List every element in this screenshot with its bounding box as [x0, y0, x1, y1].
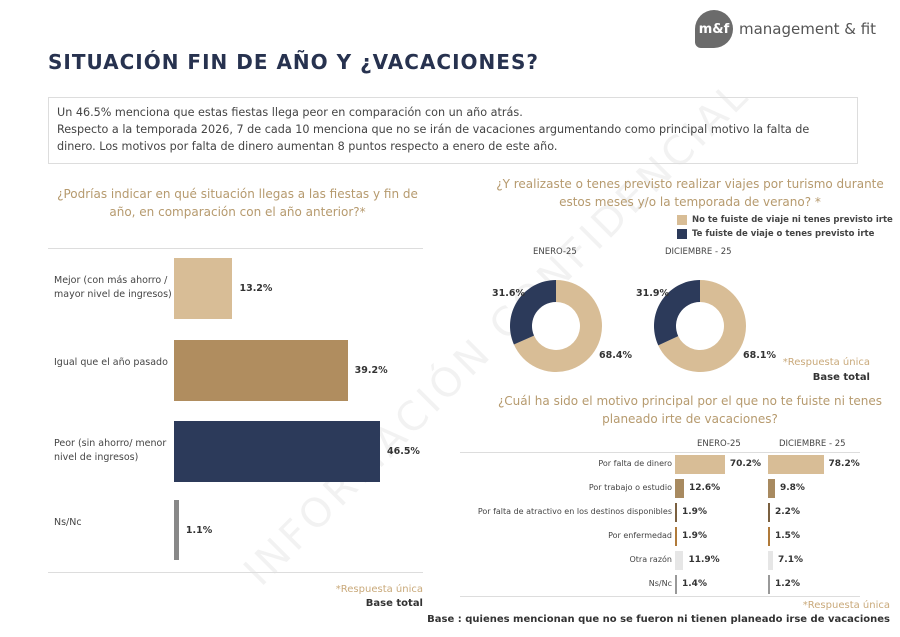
data-label: 2.2% — [775, 507, 800, 517]
col-header-diciembre: DICIEMBRE - 25 — [779, 439, 846, 449]
legend-swatch — [677, 215, 687, 225]
donut-value-label: 31.6% — [492, 288, 525, 299]
category-label: Peor (sin ahorro/ menor nivel de ingreso… — [54, 438, 167, 463]
left-note: *Respuesta única — [335, 584, 423, 595]
reasons-base: Base : quienes mencionan que no se fuero… — [427, 614, 890, 625]
category-label: Mejor (con más ahorro / mayor nivel de i… — [54, 275, 172, 300]
donut-value-label: 31.9% — [636, 288, 669, 299]
category-label: Por falta de atractivo en los destinos d… — [477, 507, 672, 516]
reasons-chart-title: ¿Cuál ha sido el motivo principal por el… — [497, 394, 883, 426]
data-label: 46.5% — [386, 446, 420, 457]
category-label: Ns/Nc — [648, 579, 672, 588]
legend-item: No te fuiste de viaje ni tenes previsto … — [677, 215, 893, 225]
bar — [675, 455, 725, 474]
data-label: 12.6% — [688, 483, 721, 493]
logo-text: management & fit — [739, 20, 877, 38]
bar — [675, 503, 677, 522]
logo: m&f management & fit — [695, 10, 876, 48]
donut-value-label: 68.1% — [743, 350, 776, 361]
data-label: 7.1% — [778, 555, 803, 565]
summary-line-2: Respecto a la temporada 2026, 7 de cada … — [57, 123, 810, 153]
donut-base: Base total — [812, 372, 870, 383]
bar — [675, 527, 677, 546]
data-label: 13.2% — [239, 283, 273, 294]
category-label: Por trabajo o estudio — [588, 483, 672, 492]
data-label: 70.2% — [729, 459, 762, 469]
bar — [768, 503, 770, 522]
legend-item: Te fuiste de viaje o tenes previsto irte — [677, 229, 893, 239]
bar — [174, 258, 233, 319]
donut-slice — [658, 280, 746, 372]
category-label: Por falta de dinero — [598, 459, 672, 468]
donut-charts — [510, 280, 746, 372]
bar — [768, 479, 775, 498]
donut-chart-title: ¿Y realizaste o tenes previsto realizar … — [496, 177, 884, 209]
divider — [48, 248, 423, 249]
donut-slice — [513, 280, 602, 372]
bar — [768, 455, 824, 474]
bar — [174, 500, 179, 560]
donut-slice — [510, 280, 556, 345]
data-label: 78.2% — [828, 459, 860, 469]
data-label: 39.2% — [354, 365, 388, 376]
data-label: 11.9% — [688, 555, 720, 565]
reasons-note: *Respuesta única — [802, 600, 890, 611]
bar — [768, 527, 770, 546]
data-label: 1.4% — [682, 579, 707, 589]
donut-slice — [654, 280, 700, 346]
category-label: Otra razón — [629, 555, 672, 564]
legend-swatch — [677, 229, 687, 239]
col-header-enero: ENERO-25 — [697, 439, 741, 449]
bar — [768, 575, 770, 594]
summary-box: Un 46.5% menciona que estas fiestas lleg… — [48, 97, 858, 164]
divider — [48, 572, 423, 573]
left-base: Base total — [365, 598, 423, 609]
donut-value-label: 68.4% — [599, 350, 632, 361]
legend-label: No te fuiste de viaje ni tenes previsto … — [692, 215, 893, 225]
donut-label-enero: ENERO-25 — [533, 247, 577, 257]
category-label: Ns/Nc — [54, 517, 82, 528]
category-label: Igual que el año pasado — [54, 357, 168, 368]
data-label: 1.2% — [775, 579, 800, 589]
data-label: 9.8% — [779, 483, 805, 493]
data-label: 1.9% — [682, 507, 707, 517]
data-label: 1.9% — [682, 531, 707, 541]
divider — [460, 596, 860, 597]
category-label: Por enfermedad — [608, 531, 672, 540]
bar — [675, 479, 684, 498]
donut-label-diciembre: DICIEMBRE - 25 — [665, 247, 732, 257]
bar — [174, 421, 380, 482]
left-chart-title: ¿Podrías indicar en qué situación llegas… — [57, 187, 418, 219]
bar — [675, 575, 677, 594]
bar — [768, 551, 774, 570]
bar — [174, 340, 348, 401]
bar — [675, 551, 684, 570]
data-label: 1.1% — [185, 525, 213, 536]
legend-label: Te fuiste de viaje o tenes previsto irte — [692, 229, 875, 239]
page-title: SITUACIÓN FIN DE AÑO Y ¿VACACIONES? — [48, 50, 539, 74]
legend: No te fuiste de viaje ni tenes previsto … — [677, 215, 893, 239]
logo-mark: m&f — [695, 10, 733, 48]
data-label: 1.5% — [775, 531, 800, 541]
donut-note: *Respuesta única — [782, 357, 870, 368]
summary-line-1: Un 46.5% menciona que estas fiestas lleg… — [57, 106, 523, 119]
divider — [460, 452, 860, 453]
